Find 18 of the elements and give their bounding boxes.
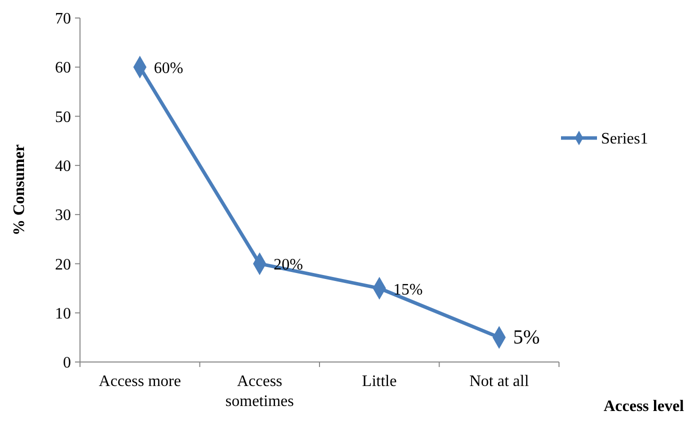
x-tick-label: Access more xyxy=(98,373,181,390)
data-label: 15% xyxy=(393,281,423,298)
y-axis-title: % Consumer xyxy=(11,144,28,236)
data-label: 5% xyxy=(513,326,540,348)
x-tick-label: Little xyxy=(362,373,397,390)
data-label: 60% xyxy=(154,60,184,78)
y-tick-label: 10 xyxy=(55,305,71,322)
legend-label: Series1 xyxy=(601,130,648,148)
y-tick-label: 30 xyxy=(55,207,71,224)
y-tick-label: 50 xyxy=(55,108,71,126)
y-tick-label: 60 xyxy=(55,60,71,77)
y-tick-label: 20 xyxy=(55,256,71,274)
x-tick-label: Not at all xyxy=(469,373,530,390)
x-axis-title: Access level xyxy=(604,398,685,415)
y-tick-label: 0 xyxy=(63,354,71,372)
y-tick-label: 40 xyxy=(55,158,71,176)
x-tick-label: Access sometimes xyxy=(225,373,294,410)
y-tick-label: 70 xyxy=(55,10,71,28)
